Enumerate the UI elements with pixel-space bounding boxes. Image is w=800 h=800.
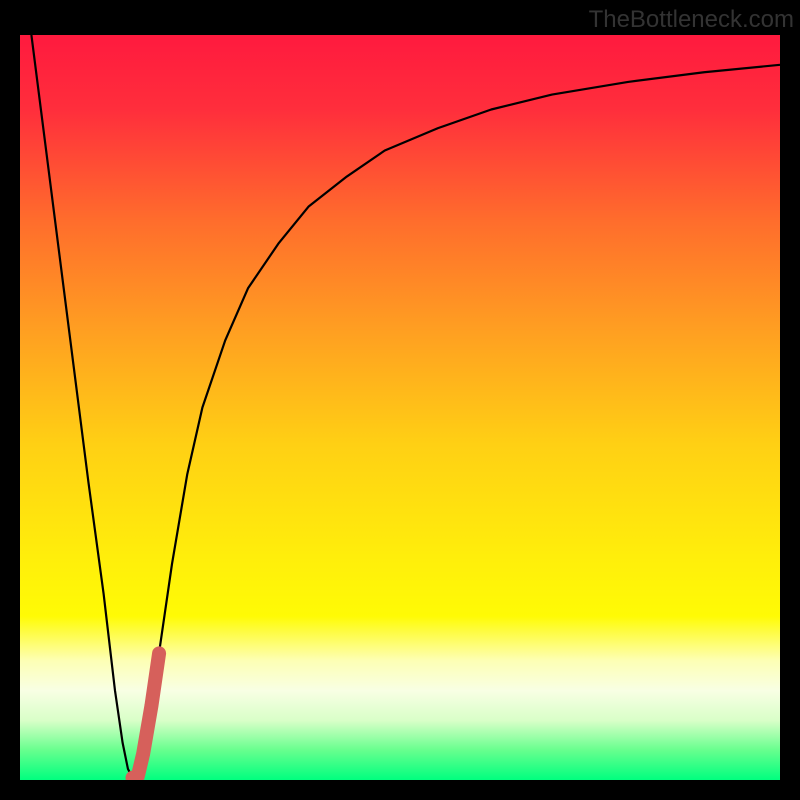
watermark-text: TheBottleneck.com	[589, 6, 794, 34]
gradient-background	[20, 35, 780, 780]
bottleneck-chart	[20, 35, 780, 780]
chart-canvas	[20, 35, 780, 780]
